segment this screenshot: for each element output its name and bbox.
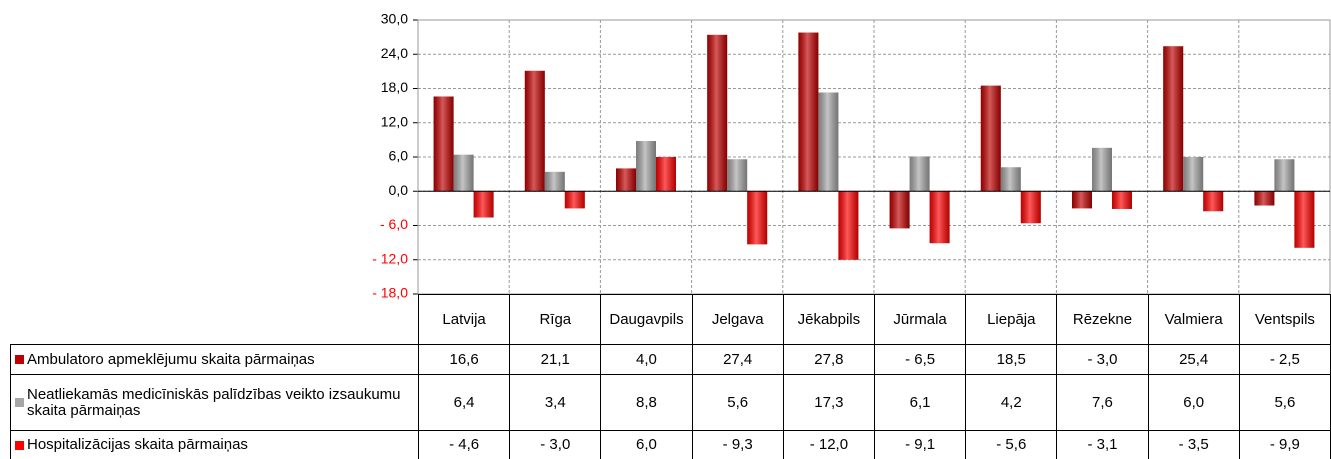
table-value: 6,1 (874, 374, 967, 431)
bar-shine (1112, 191, 1132, 209)
y-tick-label: - 12,0 (372, 250, 408, 266)
legend-label: Neatliekamās medicīniskās palīdzības vei… (27, 385, 401, 419)
table-value: - 2,5 (1238, 344, 1331, 375)
table-value: 6,0 (1147, 374, 1240, 431)
bar-shine (727, 159, 748, 192)
table-value: - 5,6 (965, 430, 1058, 459)
bar-shine (929, 191, 950, 244)
table-value: 4,2 (965, 374, 1058, 431)
table-value: - 9,1 (874, 430, 967, 459)
bar-shine (1072, 191, 1092, 209)
table-value: 27,4 (691, 344, 784, 375)
table-value: - 3,0 (1056, 344, 1149, 375)
table-value: - 3,5 (1147, 430, 1240, 459)
table-value: - 6,5 (874, 344, 967, 375)
legend-key (15, 398, 24, 407)
table-value: 5,6 (691, 374, 784, 431)
category-label: Rīga (509, 294, 602, 345)
category-label: Liepāja (965, 294, 1058, 345)
table-value: - 9,9 (1238, 430, 1331, 459)
bar-shine (524, 70, 545, 192)
bar-shine (1254, 191, 1275, 206)
bar-shine (1183, 157, 1204, 192)
bar-shine (616, 168, 636, 192)
legend-key (15, 355, 24, 364)
table-value: 27,8 (782, 344, 875, 375)
bar-shine (473, 191, 494, 218)
table-value: 8,8 (600, 374, 693, 431)
table-value: 21,1 (509, 344, 602, 375)
legend-label: Hospitalizācijas skaita pārmaiņas (27, 436, 248, 453)
legend-key (15, 440, 24, 450)
category-label: Ventspils (1238, 294, 1331, 345)
bar-shine (747, 191, 768, 245)
table-value: 7,6 (1056, 374, 1149, 431)
bar-shine (656, 157, 676, 192)
bar-shine (909, 156, 930, 192)
y-tick-label: 18,0 (381, 79, 408, 95)
bar-shine (636, 141, 656, 192)
table-value: 6,0 (600, 430, 693, 459)
table-value: 25,4 (1147, 344, 1240, 375)
y-tick-label: 24,0 (381, 45, 408, 61)
legend-entry: Hospitalizācijas skaita pārmaiņas (10, 430, 419, 459)
table-value: - 3,1 (1056, 430, 1149, 459)
bar-shine (889, 191, 910, 229)
table-value: 5,6 (1238, 374, 1331, 431)
bar-shine (1000, 167, 1021, 192)
bar-shine (453, 154, 474, 192)
category-label: Jēkabpils (782, 294, 875, 345)
legend-entry: Ambulatoro apmeklējumu skaita pārmaiņas (10, 344, 419, 375)
table-value: 3,4 (509, 374, 602, 431)
bar-shine (818, 92, 839, 192)
bar-shine (838, 191, 859, 260)
y-tick-label: 0,0 (389, 182, 409, 198)
legend-entry: Neatliekamās medicīniskās palīdzības vei… (10, 374, 419, 431)
bar-shine (544, 171, 565, 192)
bar-shine (980, 85, 1001, 192)
table-value: 4,0 (600, 344, 693, 375)
table-value: - 9,3 (691, 430, 784, 459)
category-label: Latvija (418, 294, 511, 345)
bar-shine (1163, 46, 1184, 192)
table-value: 18,5 (965, 344, 1058, 375)
y-tick-label: 12,0 (381, 113, 408, 129)
table-value: 17,3 (782, 374, 875, 431)
y-tick-label: - 6,0 (380, 216, 408, 232)
y-tick-label: 30,0 (381, 11, 408, 27)
y-tick-label: - 18,0 (372, 285, 408, 301)
bar-shine (1294, 191, 1315, 248)
bar-shine (707, 34, 728, 192)
table-value: - 3,0 (509, 430, 602, 459)
bar-shine (433, 96, 454, 192)
category-label: Jelgava (691, 294, 784, 345)
table-value: - 12,0 (782, 430, 875, 459)
category-label: Valmiera (1147, 294, 1240, 345)
table-value: 6,4 (418, 374, 511, 431)
category-label: Jūrmala (874, 294, 967, 345)
category-label: Daugavpils (600, 294, 693, 345)
bar-shine (1092, 147, 1112, 192)
bar-shine (564, 191, 585, 209)
bar-shine (1274, 159, 1295, 192)
bar-shine (1203, 191, 1224, 212)
legend-label: Ambulatoro apmeklējumu skaita pārmaiņas (27, 350, 315, 368)
bar-shine (1020, 191, 1041, 224)
table-value: 16,6 (418, 344, 511, 375)
y-tick-label: 6,0 (389, 148, 409, 164)
bar-shine (798, 32, 819, 192)
table-value: - 4,6 (418, 430, 511, 459)
category-label: Rēzekne (1056, 294, 1149, 345)
